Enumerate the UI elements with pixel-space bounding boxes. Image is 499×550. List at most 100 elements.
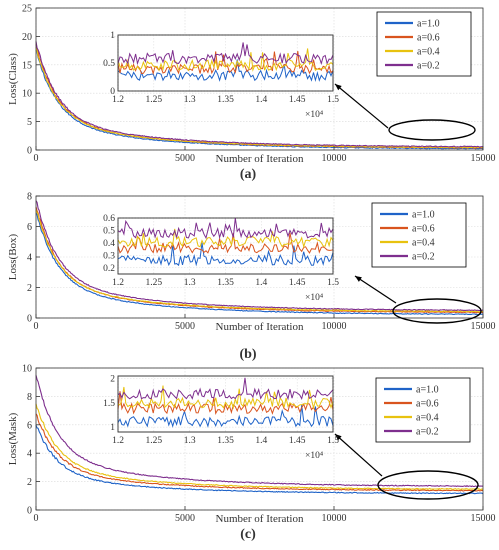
y-tick-label: 6 <box>27 222 32 233</box>
inset-x-tick-label: 1.35 <box>217 278 234 288</box>
x-tick-label: 0 <box>34 513 39 524</box>
inset-x-tick-label: 1.5 <box>327 95 339 105</box>
y-tick-label: 0 <box>27 506 32 517</box>
inset-x-tick-label: 1.4 <box>255 278 267 288</box>
legend-label-a=0.2: a=0.2 <box>412 252 435 263</box>
y-tick-label: 0 <box>27 146 32 157</box>
legend-label-a=0.4: a=0.4 <box>412 238 435 249</box>
inset-y-tick-label: 1 <box>110 31 115 41</box>
x-tick-label: 5000 <box>175 153 195 164</box>
y-tick-label: 20 <box>22 32 32 43</box>
inset-border <box>117 217 334 275</box>
inset-x-tick-label: 1.35 <box>217 95 234 105</box>
inset-x-tick-label: 1.4 <box>255 95 267 105</box>
series-line-a=0.2 <box>35 375 484 488</box>
y-tick-label: 25 <box>22 4 32 15</box>
inset-series-a=0.4 <box>117 48 334 72</box>
x-tick-label: 5000 <box>175 321 195 332</box>
inset-border <box>117 34 334 92</box>
x-axis-label: Number of Iteration <box>216 513 304 525</box>
zoom-ellipse <box>392 298 482 324</box>
x-tick-label: 10000 <box>322 321 347 332</box>
zoom-ellipse <box>388 119 476 141</box>
series-line-a=0.6 <box>35 413 483 492</box>
y-tick-label: 15 <box>22 60 32 71</box>
inset-series-a=1.0 <box>117 404 334 428</box>
inset-x-tick-label: 1.5 <box>327 278 339 288</box>
inset-series-a=0.2 <box>117 42 334 66</box>
inset-x-tick-label: 1.35 <box>217 436 234 446</box>
x-tick-label: 15000 <box>471 153 496 164</box>
legend-label-a=0.2: a=0.2 <box>416 427 439 438</box>
legend-label-a=0.6: a=0.6 <box>417 33 440 44</box>
y-tick-label: 8 <box>27 192 32 203</box>
legend-label-a=0.4: a=0.4 <box>417 47 440 58</box>
inset-y-tick-label: 0.5 <box>103 59 115 69</box>
y-axis-label: Loss(Mask) <box>7 412 19 465</box>
inset-y-tick-label: 2 <box>110 374 115 384</box>
plot-frame <box>35 367 484 511</box>
x-tick-label: 0 <box>34 153 39 164</box>
y-tick-label: 0 <box>27 314 32 325</box>
series-line-a=1.0 <box>35 49 484 150</box>
inset-y-tick-label: 0.2 <box>103 264 115 274</box>
inset-chart: 1.2 1.25 1.3 1.35 1.4 1.45 1.5 0.2 0.3 0.4 0.5 0.6 ×… <box>103 214 339 303</box>
series-line-a=0.2 <box>35 200 484 312</box>
zoom-arrow <box>334 433 383 477</box>
y-tick-label: 4 <box>27 253 32 264</box>
inset-x-tick-label: 1.25 <box>146 95 163 105</box>
panel-label: (c) <box>240 527 256 542</box>
y-tick-label: 5 <box>27 117 32 128</box>
inset-x-tick-label: 1.45 <box>289 436 306 446</box>
series-line-a=1.0 <box>35 212 484 316</box>
panel-label: (a) <box>240 167 257 182</box>
x-tick-label: 15000 <box>471 513 496 524</box>
y-axis-label: Loss(Class) <box>7 53 19 105</box>
zoom-arrow-head <box>335 434 342 441</box>
inset-chart: 1.2 1.25 1.3 1.35 1.4 1.45 1.5 1 1.5 2 ×10⁴ <box>103 374 339 461</box>
inset-y-tick-label: 0.5 <box>103 226 115 236</box>
inset-y-tick-label: 1.5 <box>103 399 115 409</box>
series-line-a=0.4 <box>35 403 484 491</box>
chart-panel-2: 0 5000 10000 15000 0 2 4 6 8 Number of Iteration L… <box>7 192 496 363</box>
x-tick-label: 10000 <box>322 153 347 164</box>
y-tick-label: 8 <box>27 392 32 403</box>
x-tick-label: 0 <box>34 321 39 332</box>
legend-label-a=0.6: a=0.6 <box>412 224 435 235</box>
legend: a=1.0 a=0.6 a=0.4 a=0.2 <box>376 11 472 77</box>
legend-label-a=1.0: a=1.0 <box>412 210 435 221</box>
series-line-a=0.4 <box>35 46 484 149</box>
y-axis-label: Loss(Box) <box>7 233 19 280</box>
y-tick-label: 10 <box>22 89 32 100</box>
inset-series-a=0.4 <box>117 228 334 249</box>
inset-x-tick-label: 1.3 <box>184 436 196 446</box>
y-tick-label: 6 <box>27 420 32 431</box>
y-tick-label: 4 <box>27 449 32 460</box>
y-tick-label: 2 <box>27 477 32 488</box>
x-tick-label: 15000 <box>471 321 496 332</box>
legend-label-a=0.2: a=0.2 <box>417 61 440 72</box>
x-axis-label: Number of Iteration <box>216 321 304 333</box>
inset-x-tick-label: 1.2 <box>112 278 124 288</box>
inset-series-a=0.2 <box>117 377 334 401</box>
inset-exponent-label: ×10⁴ <box>305 451 324 461</box>
inset-x-tick-label: 1.5 <box>327 436 339 446</box>
inset-exponent-label: ×10⁴ <box>305 293 324 303</box>
inset-x-tick-label: 1.3 <box>184 95 196 105</box>
inset-x-tick-label: 1.2 <box>112 436 124 446</box>
chart-panel-3: 0 5000 10000 15000 0 2 4 6 8 10 Number of Iteratio… <box>7 364 496 543</box>
inset-chart: 1.2 1.25 1.3 1.35 1.4 1.45 1.5 0 0.5 1 ×10⁴ <box>103 31 339 120</box>
inset-series-a=0.4 <box>117 385 334 410</box>
inset-border <box>117 375 334 433</box>
inset-x-tick-label: 1.2 <box>112 95 124 105</box>
series-line-a=1.0 <box>35 424 484 495</box>
inset-y-tick-label: 0.4 <box>103 239 115 249</box>
inset-x-tick-label: 1.4 <box>255 436 267 446</box>
panel-label: (b) <box>239 347 256 362</box>
inset-x-tick-label: 1.25 <box>146 436 163 446</box>
plot-frame <box>35 7 484 151</box>
zoom-ellipse <box>377 470 479 500</box>
legend: a=1.0 a=0.6 a=0.4 a=0.2 <box>375 377 471 443</box>
